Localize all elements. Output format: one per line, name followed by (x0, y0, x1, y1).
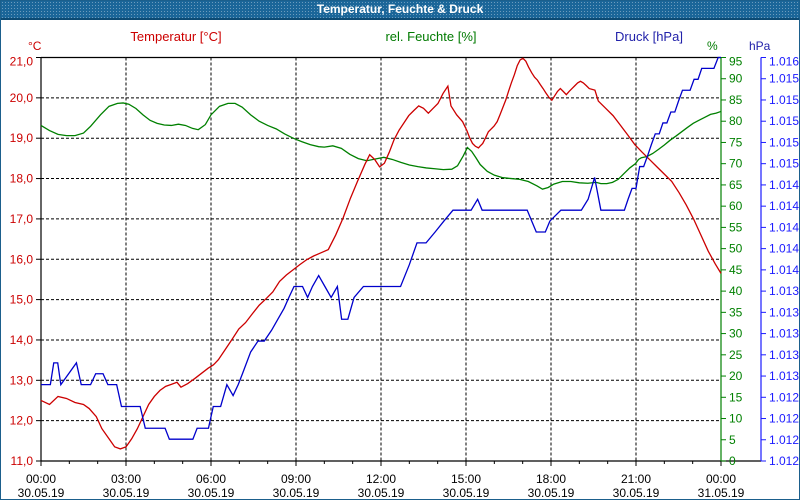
svg-text:00:00: 00:00 (26, 472, 56, 486)
svg-text:1.012: 1.012 (769, 454, 799, 468)
svg-text:30.05.19: 30.05.19 (613, 486, 660, 499)
svg-text:11,0: 11,0 (11, 454, 34, 468)
svg-text:15: 15 (729, 390, 743, 404)
svg-text:12:00: 12:00 (366, 472, 396, 486)
svg-text:30.05.19: 30.05.19 (443, 486, 490, 499)
svg-text:0: 0 (729, 454, 736, 468)
svg-text:13,0: 13,0 (10, 373, 34, 387)
svg-text:10: 10 (729, 412, 743, 426)
svg-text:1.014: 1.014 (769, 199, 799, 213)
svg-text:06:00: 06:00 (196, 472, 226, 486)
svg-text:1.013: 1.013 (769, 348, 799, 362)
svg-text:1.012: 1.012 (769, 412, 799, 426)
svg-text:5: 5 (729, 433, 736, 447)
svg-text:55: 55 (729, 220, 743, 234)
svg-text:30.05.19: 30.05.19 (358, 486, 405, 499)
svg-text:1.013: 1.013 (769, 327, 799, 341)
svg-text:1.013: 1.013 (769, 305, 799, 319)
svg-text:1.014: 1.014 (769, 263, 799, 277)
svg-text:60: 60 (729, 199, 743, 213)
svg-text:65: 65 (729, 178, 743, 192)
svg-text:1.013: 1.013 (769, 369, 799, 383)
svg-text:21:00: 21:00 (621, 472, 651, 486)
svg-text:21,0: 21,0 (10, 55, 34, 69)
svg-text:1.014: 1.014 (769, 178, 799, 192)
svg-text:35: 35 (729, 305, 743, 319)
svg-text:25: 25 (729, 348, 743, 362)
svg-text:30.05.19: 30.05.19 (103, 486, 150, 499)
svg-text:30.05.19: 30.05.19 (188, 486, 235, 499)
svg-text:30.05.19: 30.05.19 (528, 486, 575, 499)
svg-text:18,0: 18,0 (10, 172, 34, 186)
svg-text:80: 80 (729, 114, 743, 128)
svg-text:16,0: 16,0 (10, 252, 34, 266)
svg-text:75: 75 (729, 135, 743, 149)
svg-text:18:00: 18:00 (536, 472, 566, 486)
svg-text:1.013: 1.013 (769, 284, 799, 298)
svg-text:1.012: 1.012 (769, 390, 799, 404)
svg-text:15:00: 15:00 (451, 472, 481, 486)
svg-text:1.016: 1.016 (769, 55, 799, 69)
svg-text:70: 70 (729, 157, 743, 171)
svg-text:1.015: 1.015 (769, 157, 799, 171)
svg-text:12,0: 12,0 (10, 414, 34, 428)
svg-text:1.015: 1.015 (769, 135, 799, 149)
svg-text:09:00: 09:00 (281, 472, 311, 486)
svg-text:85: 85 (729, 93, 743, 107)
svg-text:31.05.19: 31.05.19 (698, 486, 745, 499)
svg-text:1.014: 1.014 (769, 242, 799, 256)
svg-text:1.015: 1.015 (769, 114, 799, 128)
svg-text:00:00: 00:00 (706, 472, 736, 486)
svg-text:45: 45 (729, 263, 743, 277)
svg-text:20,0: 20,0 (10, 91, 34, 105)
svg-text:14,0: 14,0 (10, 333, 34, 347)
svg-text:1.012: 1.012 (769, 433, 799, 447)
svg-text:20: 20 (729, 369, 743, 383)
svg-text:30: 30 (729, 327, 743, 341)
svg-text:19,0: 19,0 (10, 131, 34, 145)
svg-text:1.014: 1.014 (769, 220, 799, 234)
svg-text:95: 95 (729, 55, 743, 69)
svg-text:30.05.19: 30.05.19 (18, 486, 65, 499)
svg-text:03:00: 03:00 (111, 472, 141, 486)
svg-text:17,0: 17,0 (10, 212, 34, 226)
svg-text:1.015: 1.015 (769, 72, 799, 86)
svg-text:40: 40 (729, 284, 743, 298)
svg-text:30.05.19: 30.05.19 (273, 486, 320, 499)
svg-text:90: 90 (729, 72, 743, 86)
svg-text:50: 50 (729, 242, 743, 256)
svg-text:15,0: 15,0 (10, 293, 34, 307)
svg-text:1.015: 1.015 (769, 93, 799, 107)
